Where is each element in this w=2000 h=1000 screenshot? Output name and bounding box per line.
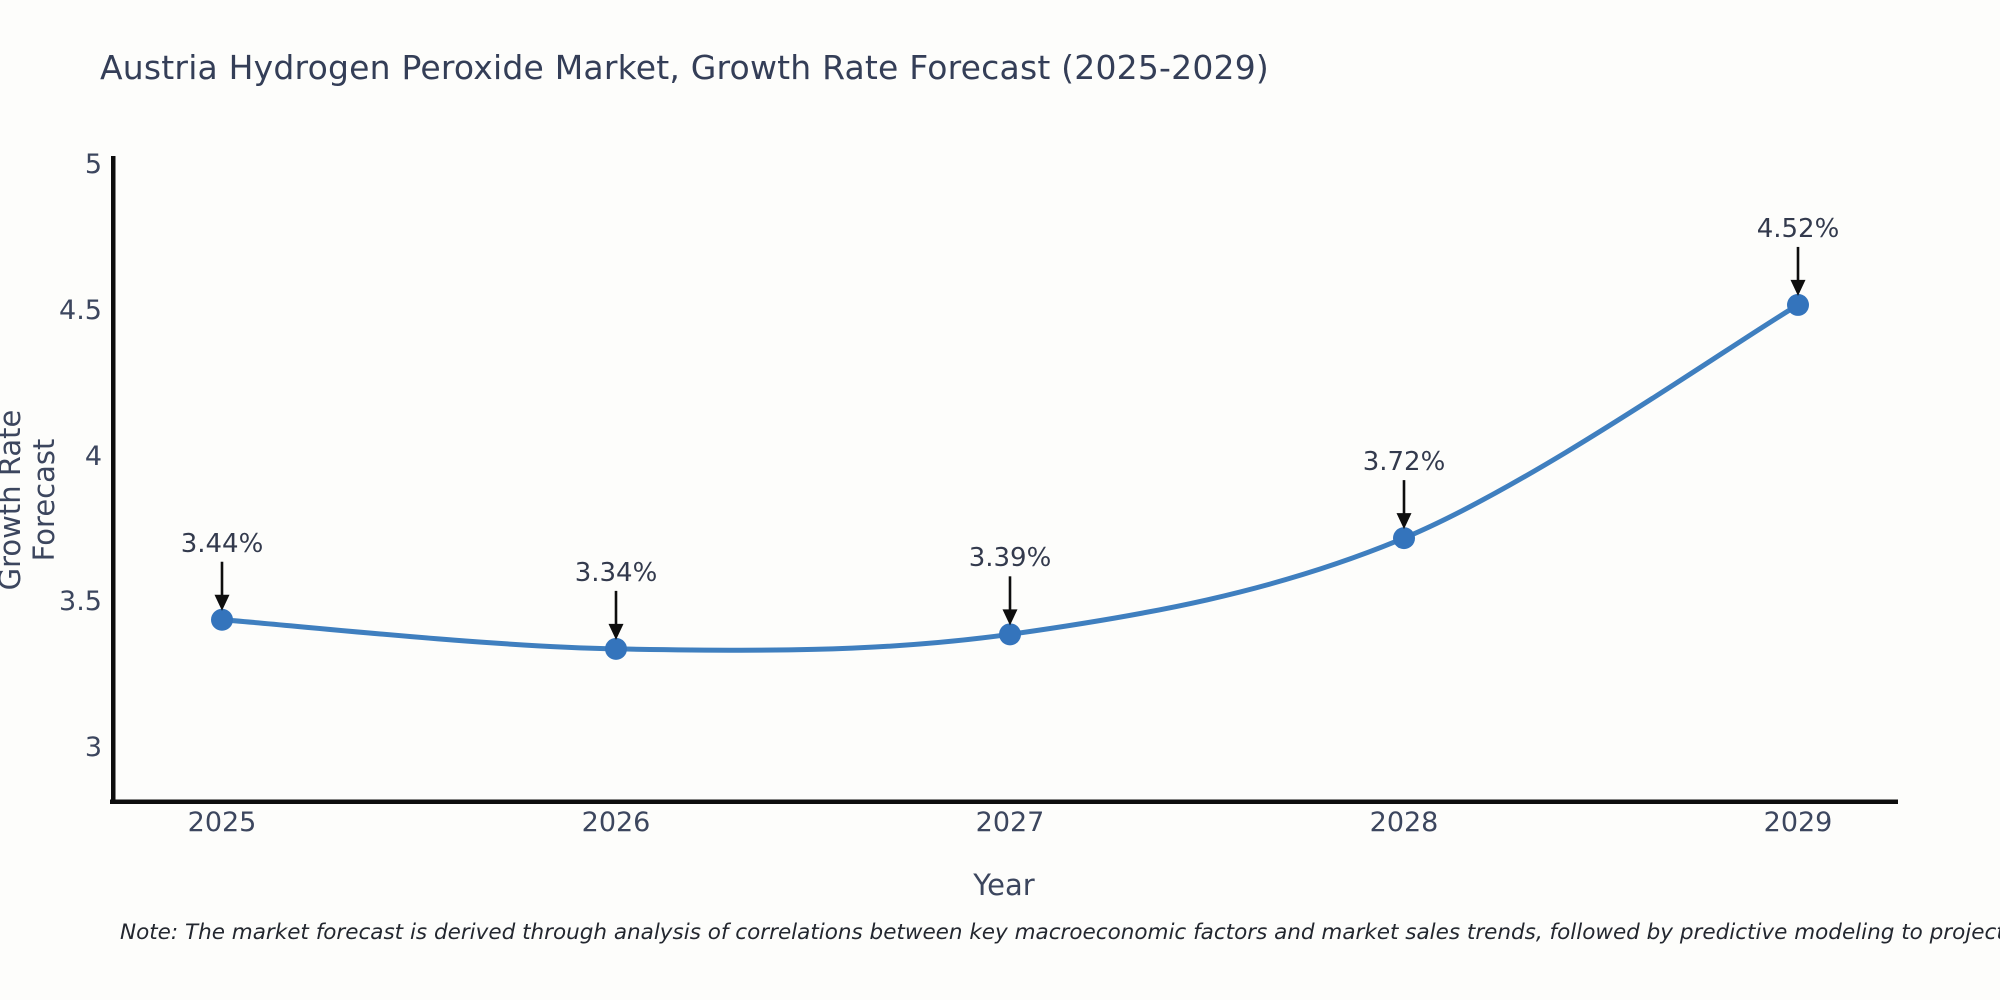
x-tick-label: 2029 [1763, 807, 1833, 838]
data-point-label: 3.34% [574, 557, 658, 588]
annotation-arrow-head [214, 594, 230, 611]
x-tick-label: 2026 [581, 807, 651, 838]
data-point-label: 4.52% [1756, 213, 1840, 244]
data-point-marker [211, 608, 233, 631]
y-axis-title: Growth Rate Forecast [0, 409, 61, 591]
x-axis-line [110, 799, 1898, 804]
x-tick-label: 2028 [1369, 807, 1439, 838]
data-point-label: 3.72% [1362, 447, 1446, 478]
annotation-arrow-head [608, 623, 624, 640]
data-point-label: 3.44% [180, 528, 264, 559]
data-point-marker [999, 623, 1021, 646]
annotation-arrow-head [1396, 513, 1412, 530]
data-point-marker [605, 637, 627, 660]
y-axis-line [111, 156, 116, 804]
x-axis-title: Year [973, 868, 1035, 902]
y-tick-label: 3.5 [59, 586, 102, 618]
x-tick-label: 2027 [975, 807, 1045, 838]
y-tick-label: 4.5 [59, 294, 102, 326]
x-tick-label: 2025 [187, 807, 257, 838]
data-point-marker [1787, 293, 1809, 316]
y-tick-label: 3 [84, 732, 102, 763]
chart-title: Austria Hydrogen Peroxide Market, Growth… [100, 48, 1269, 87]
annotation-arrow-head [1002, 609, 1018, 626]
y-tick-label: 5 [84, 149, 102, 180]
data-point-label: 3.39% [968, 543, 1052, 574]
y-tick-label: 4 [84, 440, 102, 472]
data-point-marker [1393, 527, 1415, 550]
annotation-arrow-head [1790, 279, 1806, 296]
footnote: Note: The market forecast is derived thr… [120, 920, 2000, 945]
